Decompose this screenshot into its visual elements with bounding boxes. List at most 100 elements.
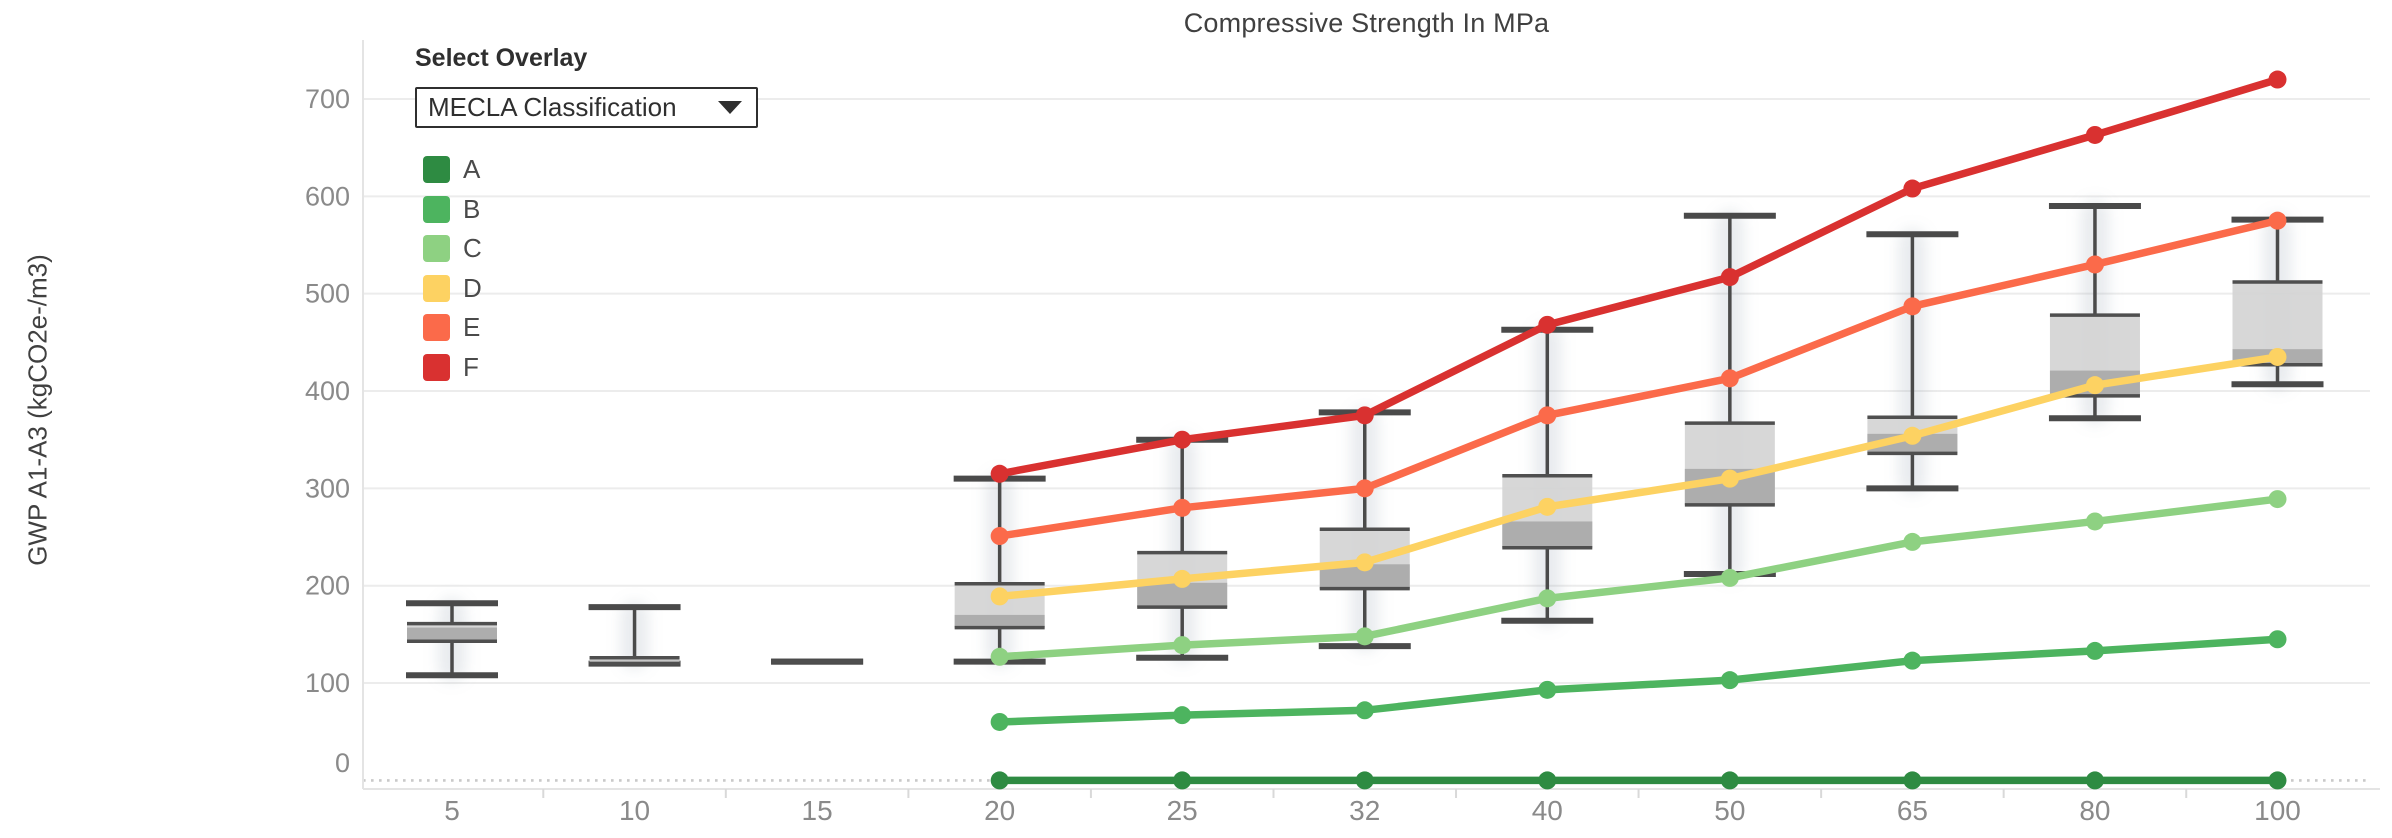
- series-marker-A-25[interactable]: [1173, 771, 1192, 790]
- legend-item-D[interactable]: D: [423, 269, 775, 309]
- y-tick-label-600: 600: [305, 181, 350, 211]
- series-marker-D-32[interactable]: [1355, 553, 1374, 572]
- series-marker-C-20[interactable]: [990, 647, 1009, 666]
- series-marker-B-32[interactable]: [1355, 701, 1374, 720]
- series-marker-A-50[interactable]: [1720, 771, 1739, 790]
- series-line-B[interactable]: [995, 635, 2282, 726]
- series-marker-C-25[interactable]: [1173, 636, 1192, 655]
- series-marker-B-100[interactable]: [2268, 630, 2287, 649]
- x-tick-label-32: 32: [1349, 795, 1380, 826]
- series-marker-D-25[interactable]: [1173, 569, 1192, 588]
- series-marker-D-20[interactable]: [990, 587, 1009, 606]
- series-marker-C-65[interactable]: [1903, 532, 1922, 551]
- series-line-D[interactable]: [995, 353, 2282, 601]
- box-plot-20[interactable]: [953, 475, 1046, 665]
- legend-swatch-A: [423, 156, 450, 184]
- y-tick-label-0: 0: [335, 748, 350, 778]
- series-marker-F-20[interactable]: [990, 464, 1009, 483]
- box-plot-65[interactable]: [1866, 231, 1959, 492]
- overlay-dropdown[interactable]: MECLA Classification: [415, 87, 758, 128]
- y-tick-label-700: 700: [305, 84, 350, 114]
- overlay-selected-value: MECLA Classification: [428, 92, 677, 122]
- series-line-E[interactable]: [995, 216, 2282, 540]
- x-tick-label-80: 80: [2079, 795, 2110, 826]
- series-line-F[interactable]: [995, 75, 2282, 478]
- box-plot-5[interactable]: [406, 600, 498, 679]
- legend-item-C[interactable]: C: [423, 229, 775, 269]
- series-marker-D-50[interactable]: [1720, 469, 1739, 488]
- series-marker-C-32[interactable]: [1355, 627, 1374, 646]
- page-title: Compressive Strength In MPa: [1183, 8, 1550, 38]
- x-tick-label-10: 10: [619, 795, 650, 826]
- y-tick-label-400: 400: [305, 376, 350, 406]
- y-axis-title: GWP A1-A3 (kgCO2e-/m3): [22, 254, 53, 566]
- series-marker-E-20[interactable]: [990, 527, 1009, 546]
- box-plot-25[interactable]: [1136, 436, 1229, 661]
- series-marker-E-32[interactable]: [1355, 479, 1374, 498]
- box-plot-32[interactable]: [1318, 409, 1411, 650]
- series-marker-D-40[interactable]: [1538, 497, 1557, 516]
- series-marker-E-40[interactable]: [1538, 406, 1557, 425]
- series-line-C[interactable]: [995, 495, 2282, 661]
- legend-label: D: [463, 272, 482, 303]
- series-marker-F-65[interactable]: [1903, 179, 1922, 198]
- overlay-label: Select Overlay: [415, 44, 588, 72]
- y-tick-label-500: 500: [305, 279, 350, 309]
- series-marker-E-25[interactable]: [1173, 498, 1192, 517]
- series-marker-B-50[interactable]: [1720, 671, 1739, 690]
- series-marker-F-50[interactable]: [1720, 268, 1739, 287]
- legend-item-A[interactable]: A: [423, 150, 775, 190]
- series-marker-A-100[interactable]: [2268, 771, 2287, 790]
- x-tick-label-15: 15: [802, 795, 833, 826]
- x-tick-label-100: 100: [2254, 795, 2301, 826]
- legend-label: C: [463, 233, 482, 264]
- legend-label: A: [463, 154, 481, 185]
- legend-label: F: [463, 351, 479, 382]
- series-marker-B-40[interactable]: [1538, 680, 1557, 699]
- series-marker-D-65[interactable]: [1903, 426, 1922, 445]
- series-marker-F-32[interactable]: [1355, 406, 1374, 425]
- x-tick-label-65: 65: [1897, 795, 1928, 826]
- legend-swatch-F: [423, 353, 450, 381]
- series-marker-C-40[interactable]: [1538, 589, 1557, 608]
- series-marker-E-65[interactable]: [1903, 297, 1922, 316]
- series-marker-C-80[interactable]: [2085, 512, 2104, 531]
- y-tick-label-100: 100: [305, 668, 350, 698]
- legend-item-E[interactable]: E: [423, 308, 775, 348]
- series-marker-F-25[interactable]: [1173, 430, 1192, 449]
- series-marker-F-80[interactable]: [2085, 125, 2104, 144]
- legend-label: E: [463, 312, 481, 343]
- series-marker-F-40[interactable]: [1538, 315, 1557, 334]
- legend-item-B[interactable]: B: [423, 190, 775, 230]
- series-marker-B-65[interactable]: [1903, 651, 1922, 670]
- box-median-band-20: [954, 614, 1045, 628]
- series-marker-E-100[interactable]: [2268, 211, 2287, 230]
- series-marker-E-80[interactable]: [2085, 255, 2104, 274]
- series-marker-A-32[interactable]: [1355, 771, 1374, 790]
- series-marker-E-50[interactable]: [1720, 369, 1739, 388]
- series-marker-F-100[interactable]: [2268, 70, 2287, 89]
- box-median-band-5: [407, 627, 497, 642]
- box-plot-10[interactable]: [588, 604, 681, 667]
- series-marker-A-80[interactable]: [2085, 771, 2104, 790]
- legend-swatch-D: [423, 274, 450, 302]
- series-marker-A-65[interactable]: [1903, 771, 1922, 790]
- series-marker-B-25[interactable]: [1173, 706, 1192, 725]
- series-marker-D-80[interactable]: [2085, 376, 2104, 395]
- series-marker-C-100[interactable]: [2268, 490, 2287, 509]
- series-marker-B-20[interactable]: [990, 712, 1009, 731]
- chevron-down-icon: [718, 101, 742, 114]
- series-marker-C-50[interactable]: [1720, 568, 1739, 587]
- series-marker-A-20[interactable]: [990, 771, 1009, 790]
- series-marker-B-80[interactable]: [2085, 641, 2104, 660]
- series-marker-A-40[interactable]: [1538, 771, 1557, 790]
- x-tick-label-20: 20: [984, 795, 1015, 826]
- legend-swatch-C: [423, 235, 450, 263]
- legend-swatch-B: [423, 195, 450, 223]
- legend-item-F[interactable]: F: [423, 348, 775, 388]
- series-marker-D-100[interactable]: [2268, 347, 2287, 366]
- box-plot-40[interactable]: [1501, 326, 1594, 624]
